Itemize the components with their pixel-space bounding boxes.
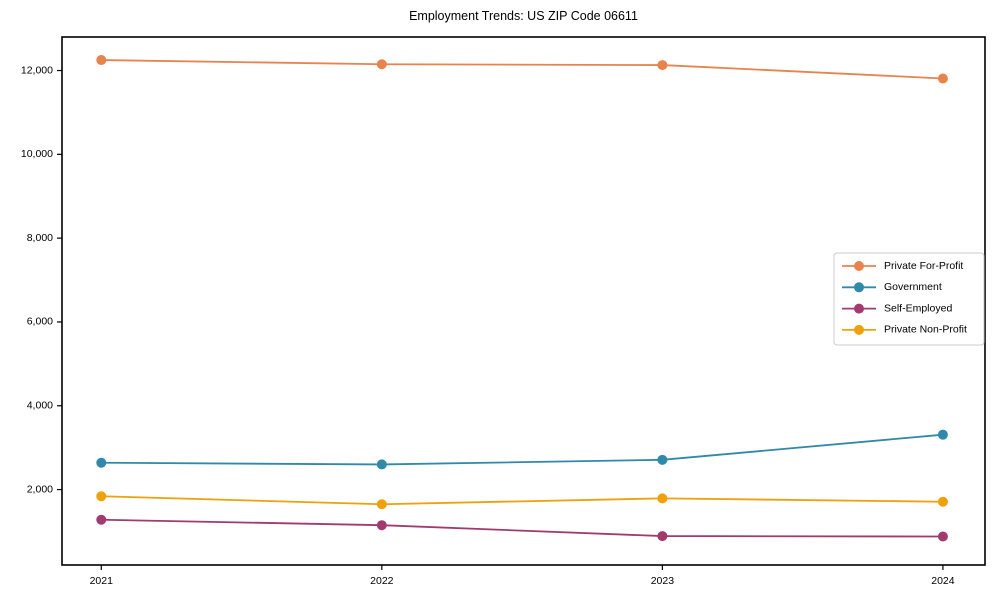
legend-marker-dot: [854, 261, 864, 271]
legend: Private For-Profit Government Self-Employe…: [833, 252, 985, 346]
series-line-self-employed: [100, 518, 944, 538]
legend-item-private-non-profit: Private Non-Profit: [842, 324, 967, 336]
legend-marker-dot: [854, 282, 864, 293]
y-tick-label: 6,000: [27, 316, 53, 328]
x-tick-label: 2022: [370, 575, 394, 587]
x-tick-label: 2024: [931, 575, 955, 587]
series-private-for-profit: [96, 55, 948, 84]
axes: 2,000 4,000 6,000 8,000 10,000 12,000 2021 2022…: [21, 64, 955, 587]
x-tick-label: 2023: [651, 575, 675, 587]
data-point-private-non-profit-2024: [937, 496, 948, 507]
series-line-private-for-profit: [100, 59, 944, 80]
legend-marker-dot: [854, 303, 864, 314]
legend-label: Private Non-Profit: [884, 324, 967, 336]
data-point-private-non-profit-2021: [96, 491, 107, 502]
legend-item-self-employed: Self-Employed: [842, 302, 952, 314]
data-point-private-non-profit-2023: [657, 493, 668, 504]
legend-label: Government: [884, 281, 942, 293]
data-point-self-employed-2022: [376, 520, 387, 531]
data-point-government-2024: [937, 429, 948, 440]
data-point-self-employed-2023: [657, 531, 668, 542]
data-point-private-non-profit-2022: [376, 499, 387, 510]
plot-border: [61, 36, 986, 566]
legend-item-private-for-profit: Private For-Profit: [842, 260, 963, 272]
data-point-private-for-profit-2023: [657, 60, 668, 71]
data-point-private-for-profit-2022: [376, 59, 387, 70]
data-point-government-2021: [96, 457, 107, 468]
series-private-non-profit: [96, 491, 948, 510]
series-line-private-non-profit: [100, 495, 944, 506]
y-tick-label: 8,000: [27, 232, 53, 244]
legend-box: [833, 252, 985, 346]
series-government: [96, 429, 948, 470]
chart-title: Employment Trends: US ZIP Code 06611: [409, 9, 638, 23]
data-point-self-employed-2021: [96, 514, 107, 525]
data-point-private-for-profit-2024: [937, 73, 948, 84]
y-tick-label: 12,000: [21, 64, 53, 76]
legend-item-government: Government: [842, 281, 942, 293]
series-self-employed: [96, 514, 948, 542]
legend-marker-dot: [854, 324, 864, 335]
legend-label: Self-Employed: [884, 302, 952, 314]
data-point-private-for-profit-2021: [96, 55, 107, 66]
data-point-self-employed-2024: [937, 531, 948, 542]
x-tick-label: 2021: [90, 575, 114, 587]
y-tick-label: 4,000: [27, 400, 53, 412]
y-tick-label: 10,000: [21, 148, 53, 160]
data-point-government-2022: [376, 459, 387, 470]
y-tick-label: 2,000: [27, 483, 53, 495]
series-line-government: [100, 433, 944, 466]
data-point-government-2023: [657, 454, 668, 465]
legend-label: Private For-Profit: [884, 260, 963, 272]
